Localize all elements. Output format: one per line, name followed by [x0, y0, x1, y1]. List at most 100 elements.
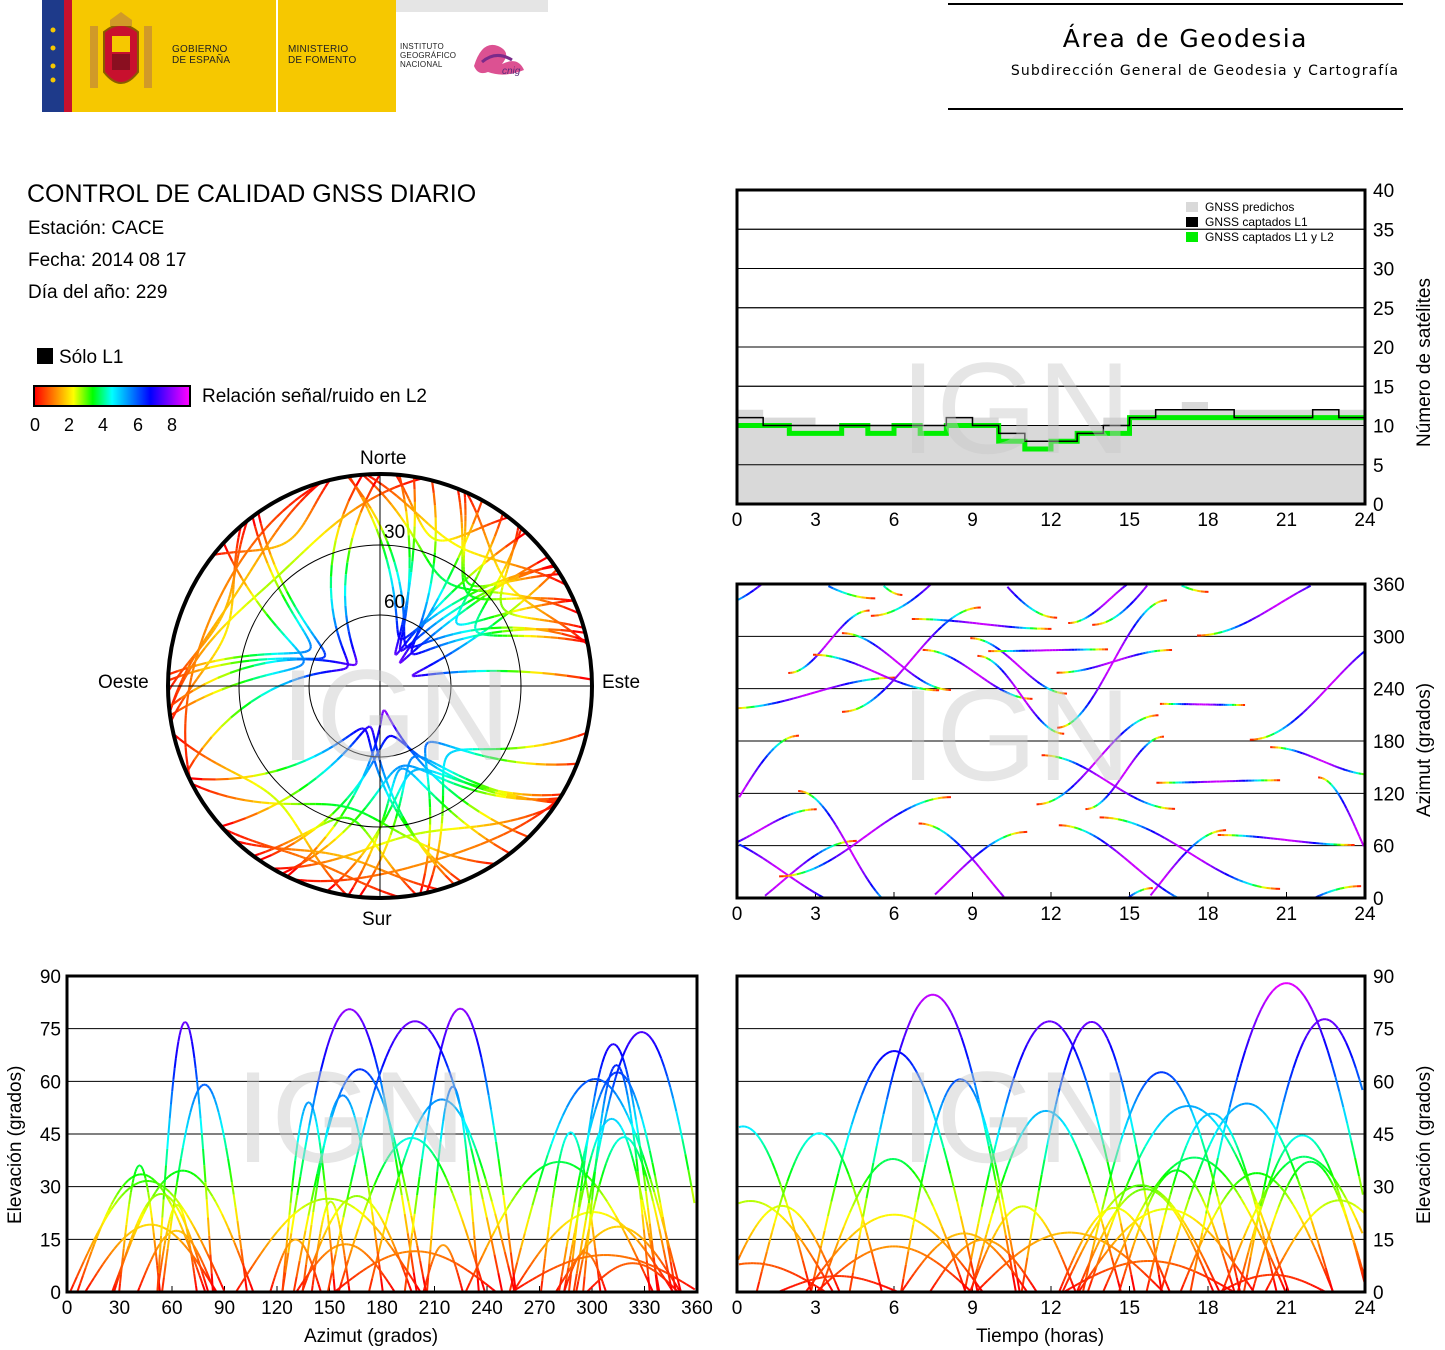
skyplot-point	[435, 771, 442, 776]
skyplot-point	[470, 582, 475, 589]
azimuth-point	[901, 665, 907, 671]
azimuth-point	[810, 691, 816, 695]
skyplot-point	[278, 521, 285, 528]
azimuth-point	[1013, 593, 1019, 599]
skyplot-point	[497, 758, 508, 762]
skyplot-point	[200, 786, 211, 793]
skyplot-point	[325, 851, 330, 855]
azimuth-point	[1108, 790, 1113, 795]
elevation-point	[337, 1205, 342, 1210]
elevation-point	[631, 1247, 638, 1257]
azimuth-point	[1127, 655, 1131, 659]
elevation-point	[263, 1241, 270, 1249]
elevation-point	[643, 1128, 649, 1140]
azimuth-point	[837, 589, 843, 594]
azimuth-point	[1067, 721, 1072, 726]
elevation-point	[162, 1245, 166, 1252]
skyplot-point	[452, 536, 456, 540]
area-subtitle: Subdirección General de Geodesia y Carto…	[1010, 63, 1399, 79]
elevation-point	[96, 1229, 101, 1238]
elevation-point	[569, 1093, 576, 1102]
azimuth-point	[806, 662, 810, 666]
skyplot-point	[359, 806, 367, 815]
ign-grey-bar	[396, 0, 548, 12]
skyplot-point	[367, 833, 372, 839]
azimuth-point	[873, 695, 879, 700]
elevation-point	[605, 1098, 611, 1112]
elevation-point	[334, 1198, 339, 1202]
azimuth-point	[989, 682, 994, 686]
skyplot-point	[369, 747, 374, 754]
skyplot-point	[223, 608, 227, 613]
elevation-point	[634, 1147, 639, 1154]
elevation-point	[660, 1260, 665, 1266]
skyplot-point	[347, 816, 350, 820]
elevation-point	[393, 1144, 398, 1150]
elevation-point	[312, 1111, 317, 1117]
elevation-point	[319, 1155, 324, 1166]
north-label: Norte	[360, 448, 406, 469]
skyplot-point	[450, 670, 459, 674]
elevation-point	[593, 1234, 598, 1239]
elevation-point	[465, 1149, 469, 1160]
elevation-point	[321, 1216, 325, 1221]
skyplot-point	[336, 804, 342, 808]
skyplot-point	[419, 617, 424, 625]
skyplot-point	[485, 539, 490, 545]
skyplot-point	[209, 634, 217, 643]
skyplot-point	[315, 771, 325, 779]
azimuth-point	[986, 680, 991, 684]
azimuth-point	[783, 875, 789, 881]
skyplot-point	[491, 836, 499, 841]
skyplot-point	[356, 859, 362, 864]
elevation-point	[296, 1134, 300, 1143]
elevation-point	[619, 1051, 624, 1057]
azimuth-point	[1327, 890, 1333, 894]
azimuth-point	[1145, 827, 1151, 832]
elevation-point	[661, 1269, 667, 1274]
azimuth-point	[1136, 823, 1142, 828]
skyplot-point	[543, 619, 549, 623]
skyplot-point	[362, 496, 372, 510]
elevation-point	[438, 1163, 444, 1172]
azimuth-point	[1014, 661, 1019, 666]
elevation-point	[672, 1098, 678, 1112]
skyplot-point	[432, 659, 440, 665]
elevation-point	[466, 1159, 470, 1172]
skyplot-point	[423, 601, 429, 611]
skyplot-point	[388, 568, 393, 579]
azimuth-point	[934, 889, 940, 896]
skyplot-point	[506, 564, 510, 570]
skyplot-point	[295, 665, 299, 669]
elevation-point	[369, 1075, 374, 1081]
skyplot-point	[428, 562, 433, 568]
skyplot-point	[444, 651, 453, 658]
elevation-point	[308, 1224, 313, 1238]
elevation-point	[535, 1167, 542, 1173]
azimuth-point	[1092, 834, 1098, 839]
elevation-point	[627, 1077, 632, 1087]
skyplot-point	[467, 523, 475, 537]
azimuth-point	[832, 655, 836, 659]
azimuth-point	[1080, 668, 1084, 672]
skyplot-point	[457, 856, 468, 861]
azimuth-point	[793, 696, 799, 700]
skyplot-point	[490, 817, 504, 827]
elevation-point	[451, 1256, 455, 1260]
azimuth-point	[1092, 760, 1097, 766]
elevation-point	[527, 1278, 534, 1283]
elevation-point	[447, 1247, 450, 1251]
elevation-point	[606, 1201, 613, 1209]
skyplot-point	[483, 600, 489, 606]
elevation-point	[520, 1233, 526, 1248]
elevation-point	[598, 1273, 602, 1277]
elevation-point	[665, 1279, 669, 1283]
azimuth-point	[1177, 856, 1183, 862]
skyplot-point	[485, 553, 497, 563]
skyplot-point	[468, 589, 479, 597]
azimuth-point	[1141, 888, 1145, 891]
skyplot-point	[414, 644, 419, 648]
azimuth-point	[845, 710, 850, 713]
azimuth-point	[1102, 777, 1108, 782]
elevation-point	[355, 1121, 359, 1130]
